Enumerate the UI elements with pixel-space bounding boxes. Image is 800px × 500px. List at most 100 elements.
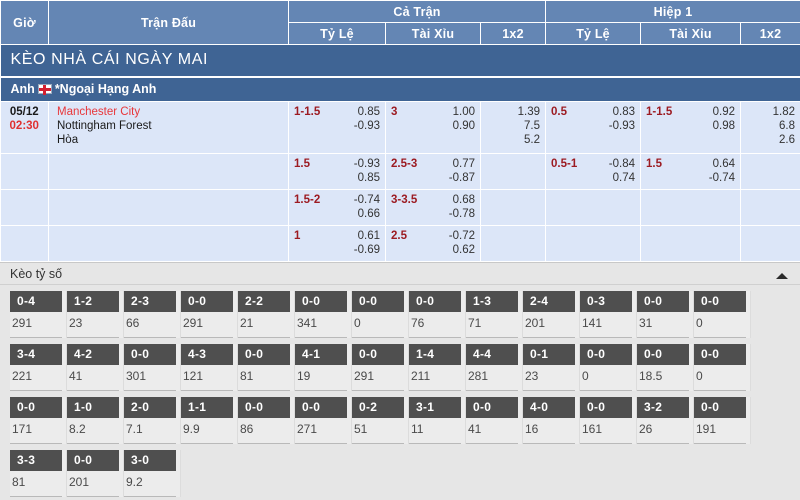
odd-value[interactable]: 7.5	[524, 120, 541, 132]
odd-value[interactable]: 0.83	[612, 106, 636, 118]
score-cell[interactable]: 3-0 9.2	[124, 450, 181, 497]
score-chip[interactable]: 0-0	[124, 344, 176, 365]
score-cell[interactable]: 4-1 19	[295, 344, 352, 391]
team-draw[interactable]: Hòa	[57, 134, 79, 146]
score-odd[interactable]: 16	[523, 418, 575, 444]
odd-value[interactable]: 0.66	[357, 208, 380, 220]
score-cell[interactable]: 0-0 76	[409, 291, 466, 338]
h1-overunder-cell[interactable]: 1.5 0.64 -0.74	[640, 153, 742, 190]
odd-value[interactable]: -0.74	[708, 172, 736, 184]
score-cell[interactable]: 0-0 41	[466, 397, 523, 444]
table-row[interactable]: 05/12 02:30 Manchester City Nottingham F…	[0, 101, 800, 154]
score-chip[interactable]: 0-0	[295, 291, 347, 312]
odd-value[interactable]: 0.98	[712, 120, 736, 132]
odd-value[interactable]: -0.87	[448, 172, 475, 184]
score-chip[interactable]: 0-0	[181, 291, 233, 312]
ft-handicap-cell[interactable]: 1-1.5 0.85 -0.93	[288, 101, 386, 154]
score-odd[interactable]: 211	[409, 365, 461, 391]
ft-overunder-cell[interactable]: 2.5-3 0.77 -0.87	[385, 153, 481, 190]
h1-1x2-cell[interactable]: 1.82 6.8 2.6	[740, 101, 800, 154]
score-cell[interactable]: 4-2 41	[67, 344, 124, 391]
score-chip[interactable]: 3-1	[409, 397, 461, 418]
score-cell[interactable]: 0-0 161	[580, 397, 637, 444]
score-chip[interactable]: 4-3	[181, 344, 233, 365]
odd-value[interactable]: 0.92	[712, 106, 736, 118]
score-chip[interactable]: 3-4	[10, 344, 62, 365]
score-chip[interactable]: 2-4	[523, 291, 575, 312]
score-odd[interactable]: 221	[10, 365, 62, 391]
odd-value[interactable]: 0.90	[452, 120, 475, 132]
score-chip[interactable]: 3-0	[124, 450, 176, 471]
odd-value[interactable]: -0.93	[353, 158, 380, 170]
score-odd[interactable]: 19	[295, 365, 347, 391]
score-chip[interactable]: 0-0	[466, 397, 518, 418]
score-chip[interactable]: 4-0	[523, 397, 575, 418]
score-odd[interactable]: 81	[238, 365, 290, 391]
odd-value[interactable]: 1.82	[772, 106, 796, 118]
score-cell[interactable]: 2-0 7.1	[124, 397, 181, 444]
score-chip[interactable]: 0-0	[238, 397, 290, 418]
score-chip[interactable]: 0-2	[352, 397, 404, 418]
score-chip[interactable]: 0-0	[637, 291, 689, 312]
score-odd[interactable]: 0	[694, 312, 746, 338]
score-cell[interactable]: 2-3 66	[124, 291, 181, 338]
score-odd[interactable]: 76	[409, 312, 461, 338]
score-chip[interactable]: 0-0	[409, 291, 461, 312]
score-cell[interactable]: 1-0 8.2	[67, 397, 124, 444]
ft-overunder-cell[interactable]: 3 1.00 0.90	[385, 101, 481, 154]
score-chip[interactable]: 0-4	[10, 291, 62, 312]
score-cell[interactable]: 0-0 341	[295, 291, 352, 338]
score-chip[interactable]: 0-3	[580, 291, 632, 312]
score-chip[interactable]: 0-0	[637, 344, 689, 365]
score-chip[interactable]: 0-0	[694, 397, 746, 418]
score-odd[interactable]: 301	[124, 365, 176, 391]
h1-overunder-cell[interactable]: 1-1.5 0.92 0.98	[640, 101, 742, 154]
score-cell[interactable]: 0-0 271	[295, 397, 352, 444]
score-chip[interactable]: 0-0	[580, 397, 632, 418]
score-odd[interactable]: 201	[523, 312, 575, 338]
score-odd[interactable]: 71	[466, 312, 518, 338]
score-chip[interactable]: 0-0	[352, 291, 404, 312]
score-chip[interactable]: 1-3	[466, 291, 518, 312]
score-cell[interactable]: 3-2 26	[637, 397, 694, 444]
score-chip[interactable]: 1-0	[67, 397, 119, 418]
score-cell[interactable]: 2-4 201	[523, 291, 580, 338]
team-away[interactable]: Nottingham Forest	[57, 120, 152, 132]
score-cell[interactable]: 2-2 21	[238, 291, 295, 338]
h1-handicap-cell[interactable]: 0.5 0.83 -0.93	[545, 101, 642, 154]
score-odd[interactable]: 0	[580, 365, 632, 391]
ft-handicap-cell[interactable]: 1.5 -0.93 0.85	[288, 153, 386, 190]
score-chip[interactable]: 3-3	[10, 450, 62, 471]
ft-handicap-cell[interactable]: 1.5-2 -0.74 0.66	[288, 189, 386, 226]
caret-up-icon[interactable]	[776, 273, 788, 279]
odd-value[interactable]: 0.85	[357, 172, 380, 184]
ft-handicap-cell[interactable]: 1 0.61 -0.69	[288, 225, 386, 262]
score-cell[interactable]: 0-0 81	[238, 344, 295, 391]
score-chip[interactable]: 0-0	[238, 344, 290, 365]
score-chip[interactable]: 0-1	[523, 344, 575, 365]
odd-value[interactable]: -0.93	[608, 120, 636, 132]
score-chip[interactable]: 4-1	[295, 344, 347, 365]
score-cell[interactable]: 0-0 301	[124, 344, 181, 391]
score-chip[interactable]: 0-0	[694, 291, 746, 312]
score-cell[interactable]: 0-0 0	[694, 344, 751, 391]
score-chip[interactable]: 2-3	[124, 291, 176, 312]
odd-value[interactable]: -0.78	[448, 208, 475, 220]
odd-value[interactable]: -0.84	[608, 158, 636, 170]
score-odd[interactable]: 0	[694, 365, 746, 391]
ft-overunder-cell[interactable]: 2.5 -0.72 0.62	[385, 225, 481, 262]
score-chip[interactable]: 0-0	[67, 450, 119, 471]
score-cell[interactable]: 0-0 291	[352, 344, 409, 391]
score-cell[interactable]: 0-0 171	[10, 397, 67, 444]
score-odd[interactable]: 281	[466, 365, 518, 391]
odd-value[interactable]: 0.62	[452, 244, 475, 256]
score-chip[interactable]: 0-0	[352, 344, 404, 365]
score-odd[interactable]: 51	[352, 418, 404, 444]
score-odd[interactable]: 9.2	[124, 471, 176, 497]
team-home[interactable]: Manchester City	[57, 106, 141, 118]
score-odd[interactable]: 161	[580, 418, 632, 444]
score-cell[interactable]: 1-1 9.9	[181, 397, 238, 444]
score-cell[interactable]: 3-3 81	[10, 450, 67, 497]
score-odd[interactable]: 23	[523, 365, 575, 391]
score-chip[interactable]: 1-1	[181, 397, 233, 418]
